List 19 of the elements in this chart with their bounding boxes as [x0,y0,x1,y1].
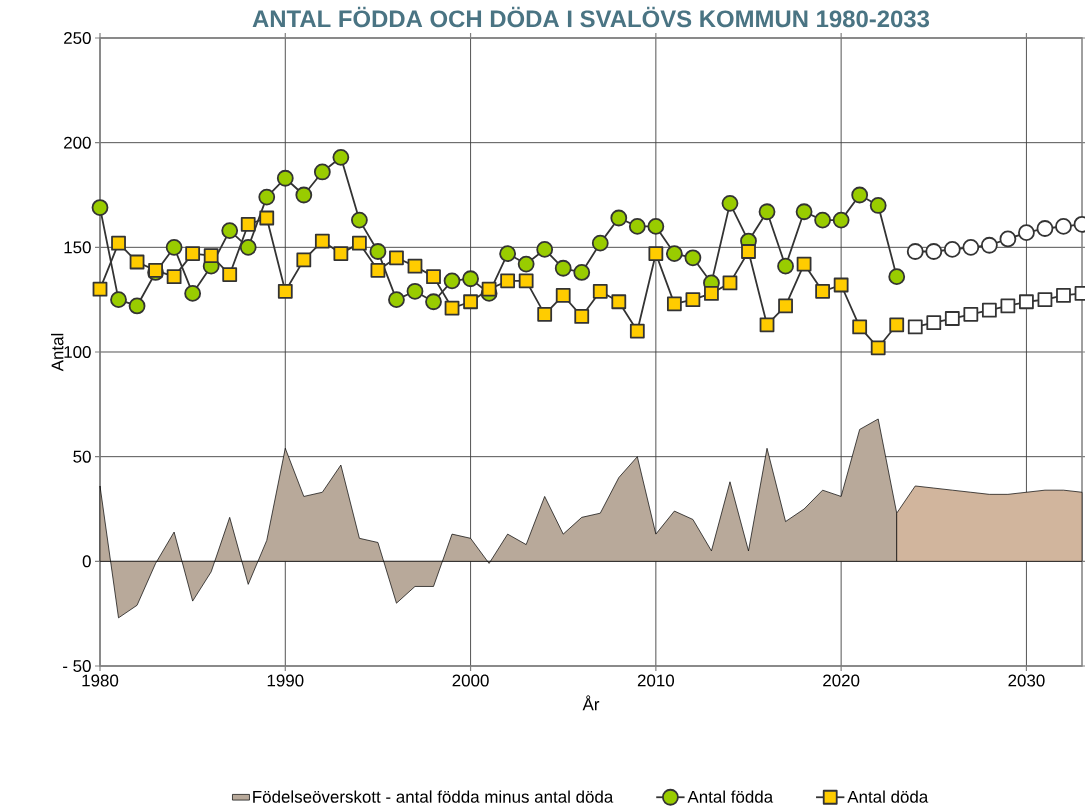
y-tick-label: 50 [73,450,91,463]
x-tick-label: 2010 [637,674,675,687]
x-tick-label: 1990 [267,674,304,687]
x-axis-title: År [582,695,600,711]
x-tick-label: 2000 [452,674,489,687]
y-tick-label: - 50 [63,660,91,672]
x-tick-label: 2030 [1008,674,1045,687]
y-axis-title: Antal [51,333,64,372]
x-tick-label: 2020 [823,674,860,687]
y-tick-label: 100 [64,346,91,358]
y-tick-label: 250 [64,31,91,44]
legend-label: Antal döda [847,790,929,803]
y-tick-label: 150 [64,241,91,254]
y-tick-label: 200 [64,136,91,149]
chart-title: ANTAL FÖDDA OCH DÖDA I SVALÖVS KOMMUN 1980-2033 [252,6,930,28]
x-tick-label: 1980 [82,674,119,687]
legend-label: Födelseöverskott - antal födda minus antal döda [253,790,614,803]
legend-label: Antal födda [687,790,774,803]
y-tick-label: 0 [82,555,91,568]
